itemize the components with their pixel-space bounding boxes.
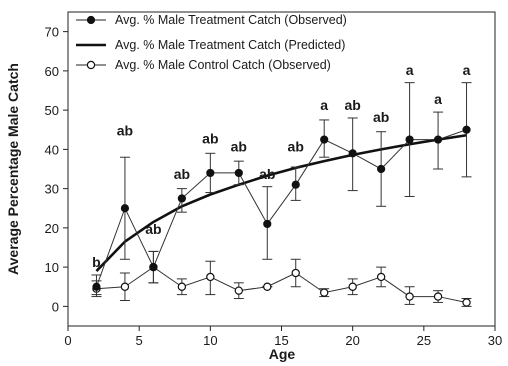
predicted-series-layer [95,133,467,272]
legend-label-treatment-observed: Avg. % Male Treatment Catch (Observed) [115,13,347,27]
y-tick-label-70: 70 [45,25,59,40]
treatment-observed-point-22 [377,164,386,174]
significance-label-22: ab [373,109,389,125]
y-tick-label-20: 20 [45,221,59,236]
y-tick-label-60: 60 [45,64,59,79]
y-tick-label-10: 10 [45,260,59,275]
x-tick-label-5: 5 [136,333,143,348]
x-axis-title: Age [269,346,296,362]
x-tick-label-30: 30 [488,333,502,348]
significance-label-4: ab [117,123,133,139]
control-observed-point-16 [291,268,300,278]
legend-label-treatment-predicted: Avg. % Male Treatment Catch (Predicted) [115,38,345,52]
significance-label-6: ab [145,221,161,237]
control-observed-point-18 [320,288,329,297]
x-tick-label-20: 20 [345,333,359,348]
treatment-observed-point-12 [234,168,243,178]
significance-label-10: ab [202,130,218,146]
control-observed-point-22 [376,272,386,282]
legend-item-treatment-observed: Avg. % Male Treatment Catch (Observed) [76,13,347,27]
treatment-observed-point-16 [291,180,300,189]
legend-label-control-observed: Avg. % Male Control Catch (Observed) [115,58,331,72]
significance-label-28: a [463,62,471,78]
significance-label-18: a [320,97,328,113]
legend-marker-treatment-observed [86,15,96,25]
treatment-observed-point-2 [92,282,101,291]
treatment-observed-point-24 [405,135,414,144]
control-observed-point-4 [120,282,130,291]
significance-label-20: ab [344,97,360,113]
treatment-observed-point-14 [263,219,272,229]
control-observed-point-8 [177,282,187,291]
x-tick-label-0: 0 [64,333,71,348]
significance-label-26: a [434,91,442,107]
y-axis-title: Average Percentage Male Catch [5,63,21,275]
treatment-observed-line [95,129,467,287]
ticks-layer: 0 5 10 15 20 25 30 0 10 20 30 40 50 60 70 [45,25,503,348]
significance-label-14: ab [259,166,275,182]
x-tick-label-25: 25 [417,333,431,348]
significance-label-16: ab [288,138,304,154]
y-tick-label-50: 50 [45,103,59,118]
y-tick-label-0: 0 [52,299,59,314]
treatment-observed-point-8 [177,194,186,203]
legend-item-treatment-predicted: Avg. % Male Treatment Catch (Predicted) [76,38,345,52]
treatment-observed-point-18 [320,135,329,144]
legend-marker-control-observed [86,60,96,70]
x-tick-label-10: 10 [203,333,217,348]
legend-item-control-observed: Avg. % Male Control Catch (Observed) [76,58,331,72]
control-observed-point-12 [234,286,243,295]
significance-label-24: a [406,62,414,78]
treatment-observed-point-6 [149,263,158,272]
control-observed-point-14 [263,282,272,291]
significance-label-2: b [92,254,101,270]
control-observed-point-10 [206,272,215,282]
control-observed-point-26 [433,292,443,301]
x-tick-label-15: 15 [274,333,288,348]
significance-label-12: ab [231,138,247,154]
treatment-observed-point-26 [433,135,443,144]
control-observed-point-28 [462,298,471,307]
control-series-layer [91,250,472,307]
treatment-series-layer [91,82,472,296]
significance-label-8: ab [174,166,190,182]
predicted-curve-line [95,133,467,272]
control-observed-point-20 [348,282,357,291]
y-tick-label-30: 30 [45,182,59,197]
treatment-observed-point-20 [348,149,357,158]
control-observed-point-24 [405,292,414,301]
y-tick-label-40: 40 [45,142,59,157]
legend: Avg. % Male Treatment Catch (Observed) A… [76,13,347,72]
control-observed-line [96,266,467,303]
treatment-observed-point-28 [462,125,471,134]
treatment-observed-point-4 [120,204,130,213]
treatment-observed-point-10 [206,168,215,178]
